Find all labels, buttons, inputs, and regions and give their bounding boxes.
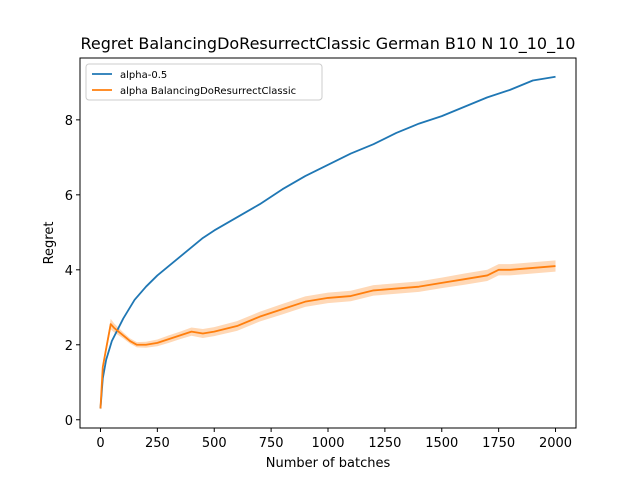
y-tick-label: 2 <box>65 339 73 354</box>
chart-title: Regret BalancingDoResurrectClassic Germa… <box>81 34 576 54</box>
confidence-bands <box>100 260 556 411</box>
series-lines <box>99 75 556 409</box>
x-axis-label: Number of batches <box>266 456 391 471</box>
x-tick-label: 500 <box>202 436 227 451</box>
y-tick-label: 6 <box>65 189 73 204</box>
y-axis-label: Regret <box>42 222 57 265</box>
legend-entry-0: alpha-0.5 <box>120 70 167 81</box>
y-tick-label: 4 <box>65 264 73 279</box>
x-tick-label: 0 <box>96 436 104 451</box>
x-tick-label: 250 <box>145 436 170 451</box>
series-band-1 <box>100 260 556 411</box>
series-line-1 <box>99 265 556 409</box>
legend-entry-1: alpha BalancingDoResurrectClassic <box>120 86 296 97</box>
y-tick-label: 0 <box>65 414 73 429</box>
x-tick-label: 1250 <box>368 436 401 451</box>
x-tick-label: 1500 <box>425 436 458 451</box>
x-tick-label: 1000 <box>311 436 344 451</box>
x-tick-label: 1750 <box>482 436 515 451</box>
x-axis: 0 250 500 750 1000 1250 1500 1750 2000 <box>96 428 572 451</box>
series-line-0 <box>99 75 556 409</box>
y-axis: 0 2 4 6 8 <box>65 114 80 429</box>
legend-box <box>85 63 323 101</box>
x-tick-label: 750 <box>259 436 284 451</box>
legend: alpha-0.5 alpha BalancingDoResurrectClass… <box>85 63 323 101</box>
x-tick-label: 2000 <box>539 436 572 451</box>
y-tick-label: 8 <box>65 114 73 129</box>
